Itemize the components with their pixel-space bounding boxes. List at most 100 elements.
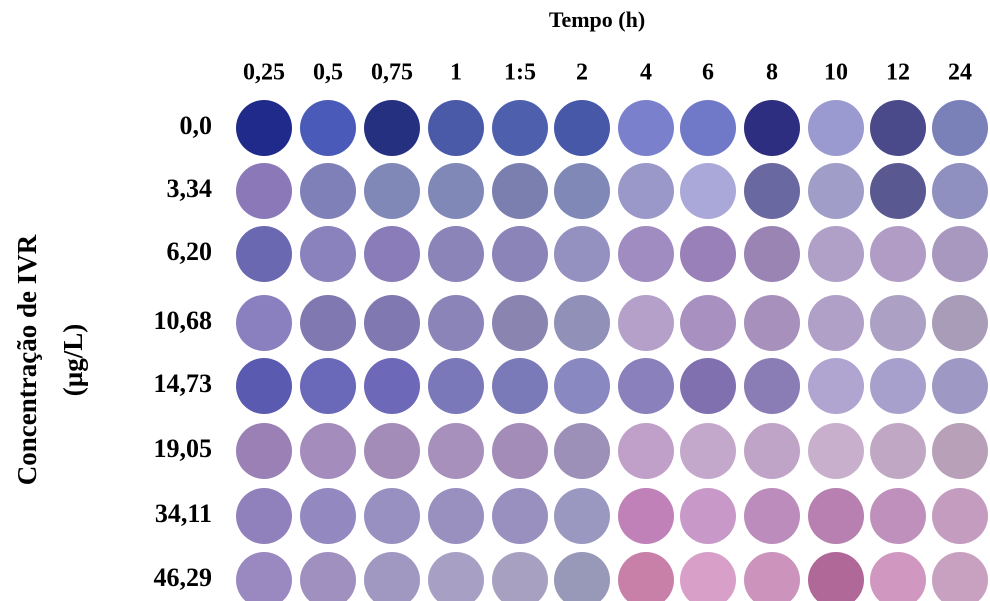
well: [618, 358, 674, 414]
row-label: 10,68: [154, 306, 213, 335]
well: [300, 488, 356, 544]
well: [932, 358, 988, 414]
well: [808, 163, 864, 219]
well: [554, 100, 610, 156]
row-label: 6,20: [167, 237, 213, 266]
well: [492, 423, 548, 479]
well: [808, 226, 864, 282]
well: [870, 163, 926, 219]
well: [428, 552, 484, 601]
well: [364, 295, 420, 351]
well: [870, 295, 926, 351]
well: [870, 100, 926, 156]
well: [428, 295, 484, 351]
well: [808, 488, 864, 544]
well: [744, 423, 800, 479]
column-label: 1: [450, 60, 462, 86]
well: [364, 358, 420, 414]
well: [808, 552, 864, 601]
well: [300, 295, 356, 351]
well: [680, 163, 736, 219]
figure: Tempo (h) Concentração de IVR (µg/L) 0,2…: [0, 0, 990, 601]
well: [554, 488, 610, 544]
well: [744, 100, 800, 156]
well: [300, 100, 356, 156]
well: [554, 552, 610, 601]
well: [744, 163, 800, 219]
column-label: 0,5: [313, 60, 343, 86]
well: [808, 358, 864, 414]
well: [428, 226, 484, 282]
well: [236, 163, 292, 219]
column-label: 12: [886, 60, 910, 86]
well: [492, 226, 548, 282]
well: [300, 423, 356, 479]
y-axis-title-line: Concentração de IVR: [12, 234, 42, 485]
well: [300, 226, 356, 282]
well: [618, 100, 674, 156]
well: [364, 423, 420, 479]
well: [744, 488, 800, 544]
y-axis-title-line: (µg/L): [58, 324, 88, 397]
well: [554, 295, 610, 351]
column-label: 6: [702, 60, 714, 86]
well: [364, 226, 420, 282]
row-label: 46,29: [154, 563, 213, 592]
row-label: 34,11: [155, 499, 212, 528]
well: [680, 488, 736, 544]
well: [428, 358, 484, 414]
well: [236, 295, 292, 351]
well: [364, 488, 420, 544]
well: [870, 552, 926, 601]
well: [618, 295, 674, 351]
well: [932, 552, 988, 601]
well: [300, 163, 356, 219]
well: [870, 423, 926, 479]
well: [870, 226, 926, 282]
well: [932, 488, 988, 544]
well: [870, 488, 926, 544]
well: [554, 358, 610, 414]
well: [236, 488, 292, 544]
well: [492, 488, 548, 544]
well: [744, 226, 800, 282]
well: [618, 226, 674, 282]
row-label: 0,0: [180, 111, 213, 140]
column-label: 24: [948, 60, 972, 86]
well: [236, 423, 292, 479]
well: [364, 163, 420, 219]
well: [932, 226, 988, 282]
column-label: 1:5: [504, 60, 536, 86]
well: [932, 423, 988, 479]
well: [744, 295, 800, 351]
well: [932, 163, 988, 219]
well: [236, 358, 292, 414]
well: [554, 163, 610, 219]
well: [680, 295, 736, 351]
well: [364, 100, 420, 156]
header-title: Tempo (h): [549, 7, 645, 32]
column-label: 0,25: [243, 60, 285, 86]
column-label: 4: [640, 60, 652, 86]
well: [680, 552, 736, 601]
well: [428, 100, 484, 156]
well: [680, 100, 736, 156]
well: [428, 163, 484, 219]
well: [680, 226, 736, 282]
well: [428, 488, 484, 544]
well: [300, 358, 356, 414]
well: [744, 552, 800, 601]
well: [554, 423, 610, 479]
well: [236, 226, 292, 282]
well: [492, 295, 548, 351]
well: [870, 358, 926, 414]
y-axis-title: Concentração de IVR (µg/L): [12, 234, 88, 485]
well: [492, 552, 548, 601]
well: [236, 552, 292, 601]
row-label: 19,05: [154, 434, 213, 463]
well: [932, 100, 988, 156]
well: [492, 358, 548, 414]
column-label: 8: [766, 60, 778, 86]
well: [932, 295, 988, 351]
well: [492, 100, 548, 156]
